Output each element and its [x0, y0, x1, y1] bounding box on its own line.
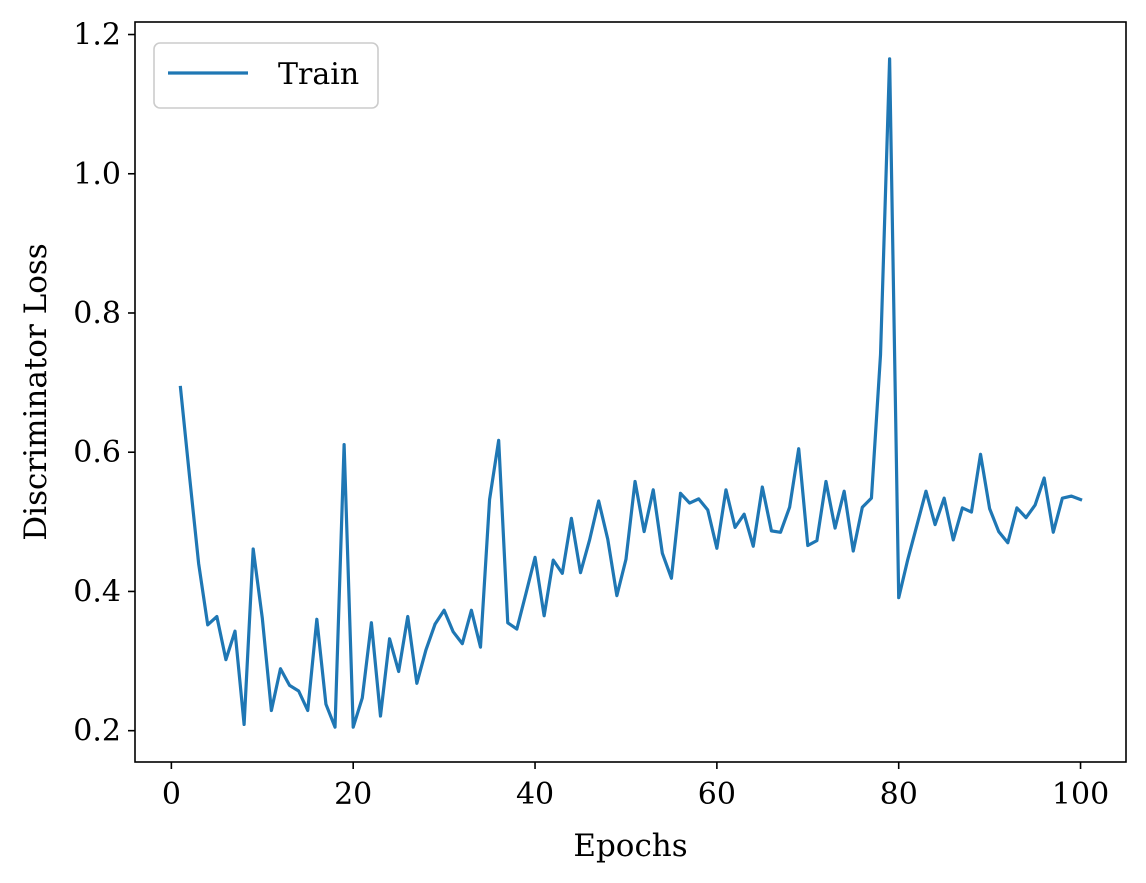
x-tick-label: 60: [698, 777, 736, 812]
legend-label-train: Train: [278, 57, 359, 92]
y-tick-label: 0.2: [73, 714, 121, 749]
plot-area: [134, 21, 1127, 763]
y-tick-label: 1.0: [73, 157, 121, 192]
y-tick-label: 0.8: [73, 296, 121, 331]
y-axis-label: Discriminator Loss: [18, 243, 54, 540]
axes-frame: [134, 21, 1127, 763]
x-axis-label: Epochs: [573, 828, 687, 864]
x-tick-label: 0: [162, 777, 181, 812]
x-axis-ticks: 0 20 40 60 80 100: [162, 762, 1109, 812]
legend: Train: [153, 42, 379, 109]
y-tick-label: 0.6: [73, 435, 121, 470]
x-tick-label: 40: [516, 777, 554, 812]
x-tick-label: 20: [334, 777, 372, 812]
y-tick-label: 1.2: [73, 18, 121, 53]
y-axis-ticks: 0.2 0.4 0.6 0.8 1.0 1.2: [73, 18, 135, 749]
series-line-train: [178, 57, 1083, 729]
x-tick-label: 100: [1052, 777, 1109, 812]
x-tick-label: 80: [880, 777, 918, 812]
legend-box: [153, 42, 379, 109]
y-tick-label: 0.4: [73, 574, 121, 609]
